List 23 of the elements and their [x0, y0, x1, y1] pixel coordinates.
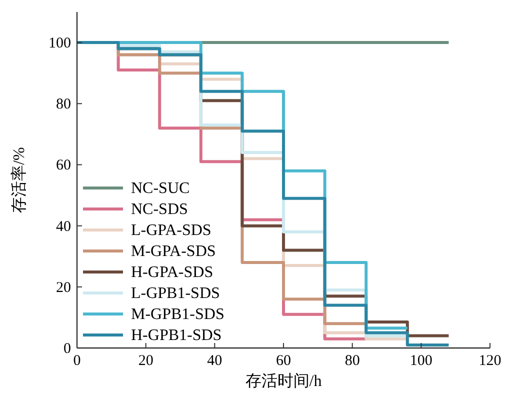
legend-label: M-GPA-SDS: [131, 243, 216, 260]
x-tick-label: 60: [276, 353, 291, 369]
y-axis-title: 存活率/%: [10, 147, 28, 213]
x-tick-label: 100: [410, 353, 432, 369]
x-axis-title: 存活时间/h: [245, 372, 322, 390]
y-tick-label: 0: [64, 341, 71, 357]
y-tick-label: 80: [56, 96, 71, 113]
x-tick-label: 0: [73, 353, 81, 369]
legend-label: H-GPA-SDS: [131, 264, 214, 281]
x-tick-label: 40: [207, 353, 222, 369]
y-tick-label: 40: [56, 218, 71, 235]
legend-label: H-GPB1-SDS: [131, 327, 222, 344]
y-tick-label: 60: [56, 158, 71, 174]
y-tick-label: 100: [48, 36, 71, 52]
x-tick-label: 20: [138, 353, 154, 369]
legend-label: M-GPB1-SDS: [131, 306, 224, 323]
legend-label: NC-SUC: [131, 180, 190, 197]
y-tick-label: 20: [56, 280, 71, 296]
legend-label: L-GPB1-SDS: [131, 285, 220, 302]
legend-label: NC-SDS: [131, 201, 188, 218]
x-tick-label: 80: [344, 353, 360, 369]
legend-label: L-GPA-SDS: [131, 222, 212, 239]
x-tick-label: 120: [478, 353, 502, 369]
